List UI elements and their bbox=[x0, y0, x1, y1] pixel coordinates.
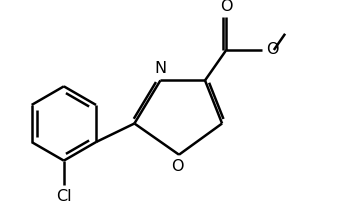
Text: O: O bbox=[171, 159, 184, 174]
Text: N: N bbox=[154, 61, 166, 76]
Text: O: O bbox=[220, 0, 233, 14]
Text: Cl: Cl bbox=[56, 189, 72, 204]
Text: O: O bbox=[266, 43, 278, 57]
